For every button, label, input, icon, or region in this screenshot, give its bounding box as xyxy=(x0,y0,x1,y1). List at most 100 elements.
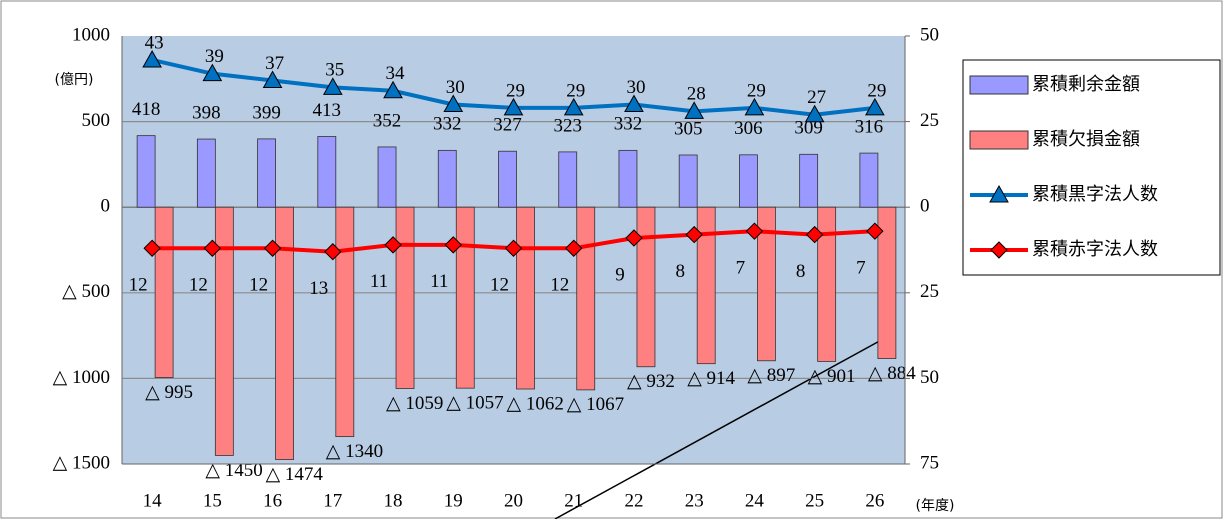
annotation-line xyxy=(554,337,886,519)
x-tick-label: 24 xyxy=(745,490,765,511)
line-value-label: 27 xyxy=(807,87,826,108)
line-value-label: 8 xyxy=(796,261,806,282)
bar-value-label: 316 xyxy=(855,116,884,137)
line-value-label: 29 xyxy=(506,80,525,101)
x-tick-label: 26 xyxy=(865,490,884,511)
legend-label: 累積赤字法人数 xyxy=(1032,239,1158,260)
bar xyxy=(317,136,337,208)
line-value-label: 12 xyxy=(189,275,208,296)
x-tick-label: 16 xyxy=(263,490,282,511)
x-unit: (年度) xyxy=(916,498,955,514)
bar-value-label: △ 995 xyxy=(145,382,193,403)
bar xyxy=(877,206,897,359)
line-marker xyxy=(624,94,644,112)
legend-marker xyxy=(989,184,1009,203)
line-value-label: 8 xyxy=(675,261,685,282)
bar xyxy=(214,206,234,456)
legend-swatch xyxy=(969,75,1029,95)
x-tick-label: 25 xyxy=(805,490,824,511)
line-marker xyxy=(745,222,764,240)
line-marker xyxy=(324,243,342,261)
line-marker xyxy=(685,225,703,244)
line-value-label: 30 xyxy=(446,77,465,98)
y-tick-label: △ 1500 xyxy=(53,452,110,473)
bar xyxy=(739,154,758,208)
line-value-label: 35 xyxy=(325,60,344,81)
bar-value-label: △ 1340 xyxy=(326,441,383,462)
bar xyxy=(498,150,517,208)
line-marker xyxy=(444,236,462,254)
bar xyxy=(196,138,216,208)
bar-value-label: △ 884 xyxy=(868,363,916,384)
line-marker xyxy=(142,49,162,68)
bar xyxy=(859,152,879,208)
line-value-label: 29 xyxy=(566,80,585,101)
bar-value-label: △ 1067 xyxy=(567,394,624,415)
line-marker xyxy=(805,225,824,244)
bar-value-label: △ 901 xyxy=(808,366,856,387)
bar xyxy=(576,206,596,391)
bar-value-label: △ 1474 xyxy=(266,464,324,485)
bar-value-label: △ 932 xyxy=(627,371,675,392)
bar-value-label: 327 xyxy=(493,115,522,136)
bar xyxy=(154,206,174,378)
line-marker xyxy=(504,239,523,257)
bar xyxy=(757,206,776,362)
line-value-label: 7 xyxy=(736,258,746,279)
line-value-label: 39 xyxy=(205,46,224,67)
line-value-label: 34 xyxy=(386,63,406,84)
line-value-label: 29 xyxy=(867,80,886,101)
legend-box xyxy=(962,59,1221,276)
bar-value-label: △ 1450 xyxy=(205,460,262,481)
line-value-label: 12 xyxy=(249,275,268,296)
bar xyxy=(257,138,276,208)
line-value-label: 30 xyxy=(626,77,645,98)
y-tick-label: 500 xyxy=(82,110,111,131)
line-marker xyxy=(202,63,223,82)
line-value-label: 13 xyxy=(309,278,328,299)
line-value-label: 11 xyxy=(430,271,448,292)
x-tick-label: 20 xyxy=(504,490,523,511)
bar xyxy=(335,206,355,438)
bar-value-label: 398 xyxy=(192,102,221,123)
line-marker xyxy=(563,97,584,116)
x-tick-label: 23 xyxy=(685,490,704,511)
legend-swatch xyxy=(969,130,1029,150)
x-tick-label: 18 xyxy=(384,490,403,511)
line-marker xyxy=(866,222,884,240)
legend-label: 累積欠損金額 xyxy=(1032,129,1140,150)
line-marker xyxy=(503,97,524,116)
bar-value-label: 352 xyxy=(373,110,402,131)
line-marker xyxy=(203,239,222,257)
bar xyxy=(395,206,415,389)
bar-value-label: △ 897 xyxy=(747,365,795,386)
line-marker xyxy=(322,77,343,95)
bar-value-label: 413 xyxy=(313,100,342,121)
line-marker xyxy=(625,229,643,247)
bar-value-label: △ 1059 xyxy=(386,393,443,414)
x-tick-label: 21 xyxy=(564,490,583,511)
bar-value-label: 309 xyxy=(794,118,823,139)
bar xyxy=(618,149,638,208)
y2-tick-label: 50 xyxy=(920,367,939,388)
line-marker xyxy=(865,97,885,116)
line-value-label: 29 xyxy=(747,80,766,101)
line-marker xyxy=(383,80,403,99)
y-unit: (億円) xyxy=(55,72,94,88)
legend-marker xyxy=(990,241,1008,259)
y2-tick-label: 50 xyxy=(920,24,939,45)
line-value-label: 12 xyxy=(490,275,509,296)
x-tick-label: 17 xyxy=(323,490,342,511)
line-marker xyxy=(565,239,583,257)
bar-value-label: 332 xyxy=(433,114,462,135)
line-marker xyxy=(263,239,282,257)
bar-value-label: △ 1062 xyxy=(507,393,564,414)
line-marker xyxy=(744,97,765,116)
line-marker xyxy=(443,94,464,112)
x-tick-label: 14 xyxy=(143,490,163,511)
bar xyxy=(817,206,837,362)
y2-tick-label: 25 xyxy=(920,281,939,302)
line-value-label: 7 xyxy=(856,258,866,279)
legend-label: 累積剰余金額 xyxy=(1032,74,1140,95)
line-value-label: 28 xyxy=(687,84,706,105)
